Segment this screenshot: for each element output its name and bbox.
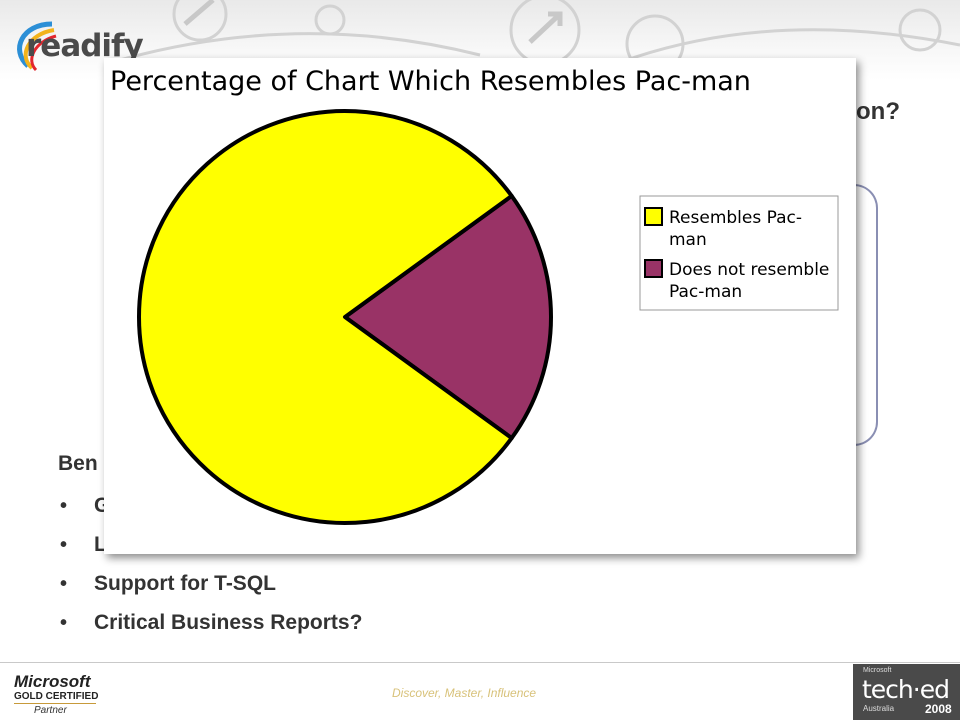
legend-entry-text: man [669,230,707,250]
pie-slice-resembles-pac-man [137,109,514,525]
legend-entry-text: Pac-man [669,282,742,302]
legend-swatch [644,207,663,226]
bullet-icon: • [60,534,68,556]
legend-entry-text: Does not resemble [669,260,829,280]
teched-year: 2008 [925,702,952,716]
microsoft-logo: Microsoft [14,672,91,691]
benefits-heading: Ben [58,452,98,475]
list-item: • Support for T-SQL [58,568,362,607]
chart-legend: Resembles Pac-man Does not resemblePac-ma… [639,195,839,311]
list-item-text: L [94,533,107,556]
teched-microsoft-label: Microsoft [863,667,892,674]
bullet-icon: • [60,612,68,634]
teched-logo: Microsoft tech·ed Australia 2008 [853,664,960,720]
list-item-text: Critical Business Reports? [94,611,363,634]
legend-swatch [644,259,663,278]
partner-rule [14,703,96,704]
readify-logo-mark [17,21,57,72]
legend-entry-text: Resembles Pac- [669,208,802,228]
list-item-text: Support for T-SQL [94,572,276,595]
footer-divider [0,662,960,663]
pie-chart: Percentage of Chart Which Resembles Pac-… [110,66,839,525]
bullet-icon: • [60,495,68,517]
partner-label: Partner [34,705,67,716]
chart-title: Percentage of Chart Which Resembles Pac-… [110,66,751,97]
header-decoration [119,0,960,74]
list-item: • Critical Business Reports? [58,607,362,646]
list-item: • L [58,529,362,568]
footer-tagline: Discover, Master, Influence [392,686,537,700]
pie-slice-does-not-resemble-pac-man [343,193,553,441]
gold-certified-label: GOLD CERTIFIED [14,691,99,702]
teched-country: Australia [863,704,895,713]
teched-wordmark: tech·ed [862,675,950,704]
bullet-icon: • [60,573,68,595]
slide-title: on? [856,98,900,125]
pie-chart-panel: Percentage of Chart Which Resembles Pac-… [104,58,856,554]
